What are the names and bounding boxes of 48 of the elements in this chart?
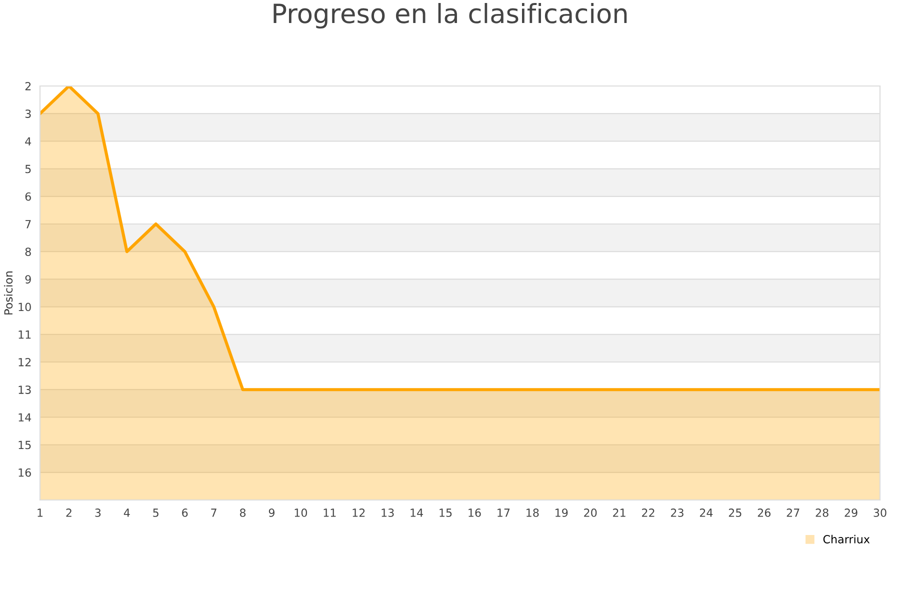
y-tick-label: 13 [18, 386, 31, 394]
y-axis-title: Posicion [4, 271, 13, 314]
y-tick-label: 8 [25, 248, 31, 256]
x-tick-label: 22 [642, 508, 654, 517]
x-tick-label: 10 [294, 508, 308, 517]
y-tick-label: 3 [25, 110, 31, 118]
y-tick-label: 10 [18, 302, 31, 312]
x-tick-label: 30 [874, 508, 886, 517]
x-tick-label: 1 [38, 508, 43, 517]
x-tick-label: 15 [440, 508, 452, 517]
x-tick-label: 21 [613, 508, 626, 517]
x-tick-label: 16 [468, 508, 481, 517]
y-tick-label: 7 [26, 220, 31, 228]
x-tick-label: 4 [124, 508, 130, 517]
y-tick-label: 14 [18, 413, 32, 422]
x-tick-label: 9 [268, 508, 274, 517]
y-tick-label: 6 [25, 192, 31, 201]
x-tick-label: 8 [240, 508, 246, 517]
x-tick-label: 5 [153, 508, 158, 517]
y-tick-label: 2 [25, 82, 31, 90]
x-tick-label: 14 [410, 508, 423, 517]
y-tick-label: 11 [18, 330, 31, 339]
x-tick-label: 7 [211, 508, 216, 517]
x-tick-label: 24 [700, 508, 713, 517]
y-tick-label: 12 [18, 358, 31, 366]
x-tick-label: 29 [844, 508, 858, 517]
x-tick-label: 13 [382, 508, 394, 517]
x-tick-label: 27 [786, 508, 800, 517]
x-tick-label: 25 [728, 508, 742, 517]
x-tick-label: 28 [816, 508, 828, 517]
y-tick-label: 4 [25, 137, 32, 146]
x-tick-label: 3 [95, 508, 101, 517]
y-tick-label: 5 [25, 164, 31, 174]
legend-label: Charriux [823, 534, 870, 544]
y-tick-label: 9 [25, 275, 31, 284]
x-tick-label: 20 [584, 508, 597, 517]
x-tick-label: 18 [526, 508, 539, 517]
x-tick-label: 6 [182, 508, 188, 517]
x-tick-label: 2 [66, 508, 72, 517]
chart-title: Progreso en la clasificacion [274, 3, 627, 29]
x-tick-label: 12 [352, 508, 365, 517]
y-tick-label: 16 [18, 468, 31, 477]
y-tick-label: 15 [18, 440, 31, 450]
x-tick-label: 23 [670, 508, 684, 517]
x-tick-label: 26 [758, 508, 771, 517]
x-tick-label: 17 [498, 508, 510, 517]
x-tick-label: 11 [324, 508, 336, 517]
x-tick-label: 19 [556, 508, 568, 517]
